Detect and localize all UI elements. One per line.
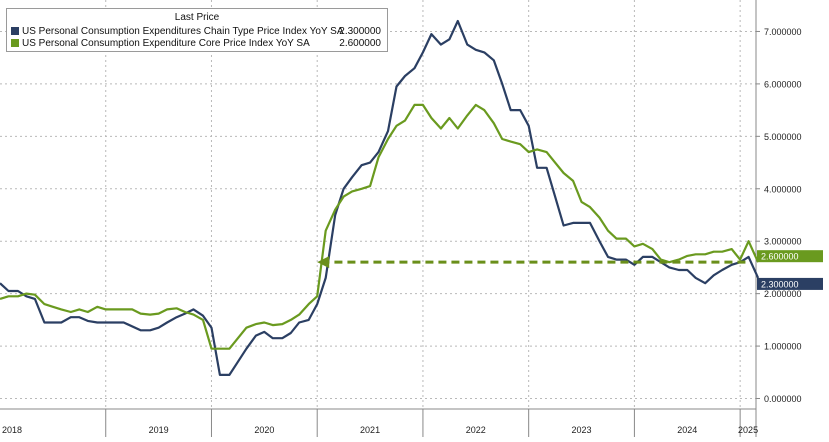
series-line-core-pce [0, 103, 760, 350]
legend-value-core-pce: 2.600000 [339, 38, 381, 49]
axis-layer: 7.000000 6.000000 5.000000 4.000000 3.000000… [0, 0, 802, 437]
x-tick-label: 2023 [572, 425, 592, 435]
y-tick-label: 6.000000 [764, 79, 802, 89]
x-tick-label: 2019 [149, 425, 169, 435]
y-tick-label: 2.000000 [764, 289, 802, 299]
y-tick-label: 5.000000 [764, 132, 802, 142]
series-line-pce [0, 19, 760, 376]
legend-swatch-core-pce [11, 39, 19, 47]
x-tick-label: 2025 [738, 425, 758, 435]
y-tick-label: 1.000000 [764, 342, 802, 352]
label-layer: 2.600000 2.300000 [757, 250, 823, 290]
last-value-tag-core-pce: 2.600000 [757, 250, 823, 263]
legend-entry-pce: US Personal Consumption Expenditures Cha… [11, 26, 381, 38]
x-tick-label: 2024 [677, 425, 697, 435]
last-value-tag-core-pce-bg [757, 250, 823, 263]
legend-swatch-pce [11, 27, 19, 35]
y-tick-label: 0.000000 [764, 394, 802, 404]
last-value-tag-pce-bg [757, 277, 823, 290]
x-tick-label: 2021 [360, 425, 380, 435]
legend-label-core-pce: US Personal Consumption Expenditure Core… [22, 38, 310, 49]
arrow-layer [317, 256, 746, 269]
legend: Last Price US Personal Consumption Expen… [6, 8, 388, 52]
x-tick-label: 2020 [254, 425, 274, 435]
x-tick-label: 2018 [2, 425, 22, 435]
last-value-tag-pce-text: 2.300000 [761, 279, 799, 289]
y-tick-label: 4.000000 [764, 184, 802, 194]
series-layer [0, 19, 760, 376]
reference-arrow-head [317, 256, 330, 269]
legend-header: Last Price [174, 12, 220, 23]
legend-label-pce: US Personal Consumption Expenditures Cha… [22, 26, 344, 37]
legend-entry-core-pce: US Personal Consumption Expenditure Core… [11, 38, 381, 50]
last-value-tag-pce: 2.300000 [757, 277, 823, 290]
legend-value-pce: 2.300000 [339, 26, 381, 37]
last-value-tag-core-pce-text: 2.600000 [761, 252, 799, 262]
x-tick-label: 2022 [466, 425, 486, 435]
y-tick-label: 3.000000 [764, 237, 802, 247]
y-tick-label: 7.000000 [764, 27, 802, 37]
grid-layer [0, 0, 756, 409]
